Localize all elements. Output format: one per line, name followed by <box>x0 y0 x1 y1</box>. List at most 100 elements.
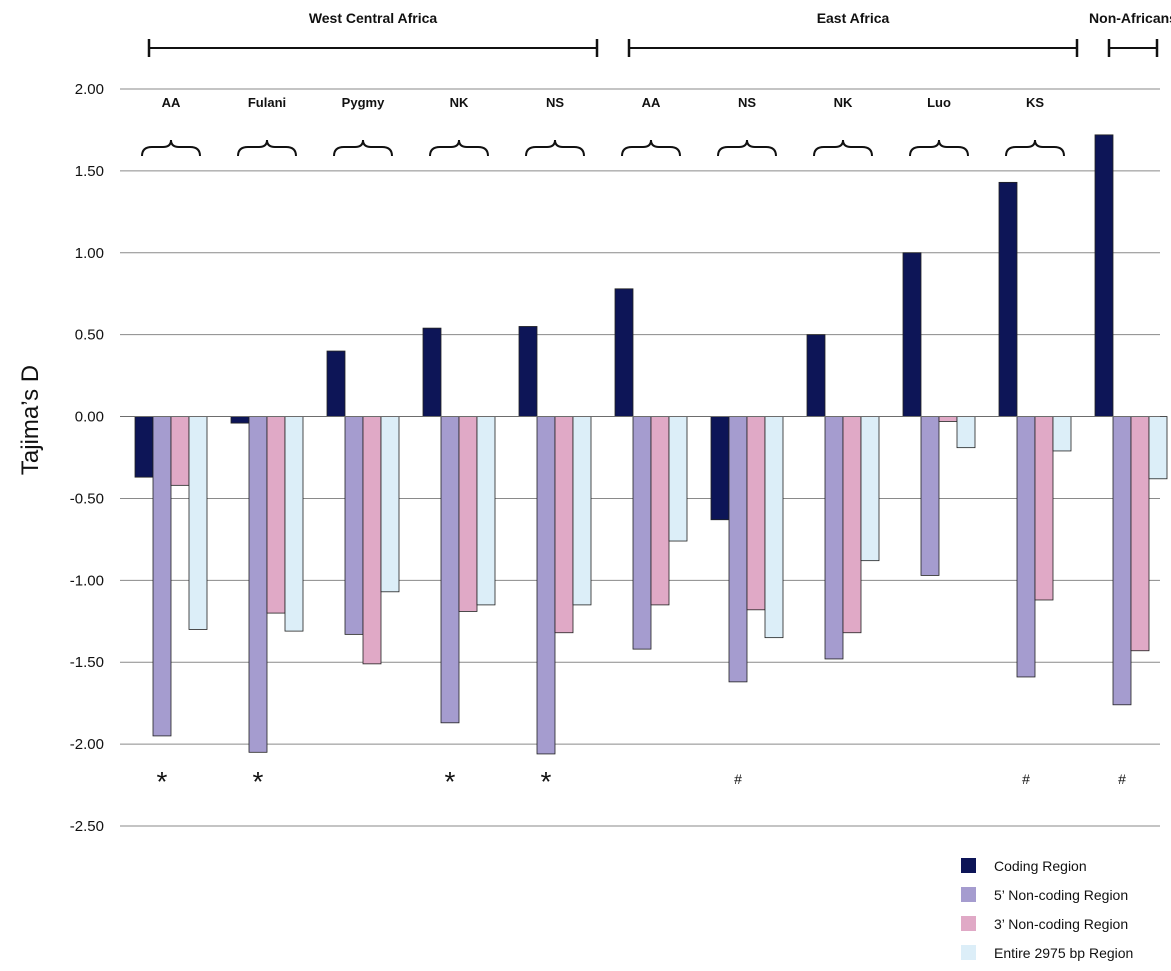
bar <box>476 416 496 606</box>
y-tick-label: -1.00 <box>70 572 104 589</box>
curly-brace <box>237 139 297 157</box>
bar <box>518 326 538 417</box>
bar <box>134 416 154 478</box>
curly-brace <box>717 139 777 157</box>
bar <box>632 416 652 650</box>
curly-brace <box>141 139 201 157</box>
legend-label: 3’ Non-coding Region <box>994 916 1128 932</box>
bar <box>362 416 382 665</box>
bars <box>120 134 1168 755</box>
population-label: Luo <box>927 95 951 110</box>
region-group-label: West Central Africa <box>309 10 438 26</box>
region-group-brackets: West Central Africa East Africa Non-Africa… <box>147 10 1171 57</box>
y-tick-label: 1.50 <box>75 163 104 180</box>
bar <box>860 416 880 562</box>
bar <box>326 350 346 417</box>
bar <box>1148 416 1168 480</box>
population-label: NS <box>738 95 756 110</box>
bar <box>920 416 940 576</box>
legend-label: Entire 2975 bp Region <box>994 945 1133 961</box>
curly-brace <box>813 139 873 157</box>
bar <box>248 416 268 753</box>
y-tick-label: 0.50 <box>75 327 104 344</box>
y-tick-label: 1.00 <box>75 245 104 262</box>
curly-brace <box>333 139 393 157</box>
bar <box>284 416 304 632</box>
bar <box>1112 416 1132 706</box>
population-label: Pygmy <box>342 95 385 110</box>
curly-brace <box>1005 139 1065 157</box>
bar <box>554 416 574 634</box>
significance-mark: * <box>253 766 264 797</box>
y-tick-labels: 2.00 1.50 1.00 0.50 0.00 -0.50 -1.00 -1.50 -2.00… <box>70 81 104 835</box>
legend-swatch <box>961 916 976 931</box>
bar <box>764 416 784 639</box>
bar <box>458 416 478 612</box>
bar <box>422 327 442 417</box>
bar <box>806 334 826 417</box>
bar <box>842 416 862 634</box>
legend-swatch <box>961 887 976 902</box>
curly-brace <box>525 139 585 157</box>
bar <box>668 416 688 542</box>
bar <box>728 416 748 683</box>
bar <box>230 416 250 424</box>
y-axis-label: Tajima’s D <box>17 365 44 475</box>
population-label: NK <box>450 95 469 110</box>
bar <box>1016 416 1036 678</box>
y-tick-label: -2.00 <box>70 736 104 753</box>
bar <box>152 416 172 737</box>
bar <box>344 416 364 635</box>
bar <box>1130 416 1150 652</box>
legend: Coding Region 5’ Non-coding Region 3’ Non-… <box>961 858 1133 961</box>
significance-marks: * * * * # # # <box>157 766 1127 797</box>
legend-label: Coding Region <box>994 858 1087 874</box>
region-group-label: East Africa <box>817 10 890 26</box>
bar <box>266 416 286 614</box>
population-label: AA <box>642 95 661 110</box>
bar <box>1094 134 1114 417</box>
curly-brace <box>429 139 489 157</box>
y-tick-label: -2.50 <box>70 818 104 835</box>
bar <box>746 416 766 611</box>
population-label: NK <box>834 95 853 110</box>
bar <box>1034 416 1054 601</box>
population-label: KS <box>1026 95 1044 110</box>
population-label: NS <box>546 95 564 110</box>
significance-mark: # <box>734 771 742 787</box>
bar <box>998 181 1018 417</box>
bar <box>188 416 208 630</box>
population-labels: AA Fulani Pygmy NK NS AA NS NK Luo KS <box>141 95 1065 157</box>
significance-mark: * <box>157 766 168 797</box>
bar <box>1052 416 1072 452</box>
bar <box>902 252 922 417</box>
bar <box>170 416 190 486</box>
population-label: AA <box>162 95 181 110</box>
population-label: Fulani <box>248 95 286 110</box>
bar <box>614 288 634 417</box>
bar <box>956 416 976 449</box>
legend-swatch <box>961 858 976 873</box>
significance-mark: * <box>445 766 456 797</box>
bar <box>650 416 670 606</box>
bar <box>380 416 400 593</box>
legend-label: 5’ Non-coding Region <box>994 887 1128 903</box>
curly-brace <box>621 139 681 157</box>
legend-swatch <box>961 945 976 960</box>
curly-brace <box>909 139 969 157</box>
y-tick-label: 2.00 <box>75 81 104 98</box>
bar <box>824 416 844 660</box>
bar <box>440 416 460 724</box>
bar <box>536 416 556 755</box>
y-tick-label: 0.00 <box>75 409 104 426</box>
region-group-label: Non-Africans <box>1089 10 1171 26</box>
significance-mark: # <box>1118 771 1126 787</box>
bar <box>572 416 592 606</box>
significance-mark: # <box>1022 771 1030 787</box>
bar <box>710 416 730 521</box>
y-tick-label: -1.50 <box>70 654 104 671</box>
significance-mark: * <box>541 766 552 797</box>
y-tick-label: -0.50 <box>70 490 104 507</box>
bar <box>938 416 958 422</box>
